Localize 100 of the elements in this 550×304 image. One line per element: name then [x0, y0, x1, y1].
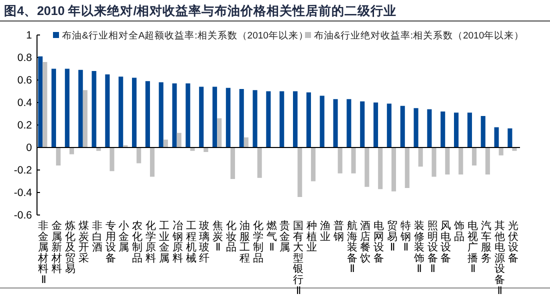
bar — [78, 70, 83, 148]
x-tick-label: 电视广播Ⅱ — [468, 219, 479, 276]
bar — [163, 140, 168, 148]
bar — [306, 92, 311, 148]
bar — [56, 148, 61, 166]
bar — [38, 56, 43, 148]
bar — [480, 116, 486, 148]
x-tick-label: 化学制品 — [252, 220, 264, 264]
bar — [404, 148, 410, 188]
x-tick-label: 航海装备Ⅱ — [346, 219, 358, 276]
x-tick-label: 非白酒 — [92, 219, 103, 254]
x-tick-label: 专用设备 — [105, 219, 116, 264]
x-tick-label: 装修装饰Ⅱ — [412, 219, 425, 276]
bar — [467, 112, 472, 148]
bar — [280, 91, 284, 148]
x-tick-label: 照明设备Ⅱ — [427, 220, 438, 276]
bar — [217, 118, 222, 148]
bar — [82, 90, 88, 148]
legend-label: 布油&行业绝对收益率:相关系数（2010年以来） — [314, 30, 524, 42]
x-tick-label: 煤炭开采 — [78, 220, 90, 264]
bar — [418, 148, 423, 167]
x-tick-label: 小金属 — [118, 219, 130, 254]
bar — [132, 78, 137, 148]
bar — [212, 86, 218, 148]
x-tick-label: 种植业 — [306, 219, 318, 254]
bar — [454, 112, 459, 148]
x-tick-label: 贵金属 — [280, 219, 291, 254]
bar — [92, 71, 96, 148]
y-tick-label: 0.6 — [17, 74, 32, 86]
y-tick-label: 0.8 — [17, 52, 32, 64]
bar — [485, 148, 490, 174]
bar — [472, 148, 477, 166]
y-tick-label: 1 — [26, 30, 32, 42]
bar — [351, 148, 356, 174]
chart-title: 图4、2010 年以来绝对/相对收益率与布油价格相关性居前的二级行业 — [4, 3, 397, 18]
x-tick-label: 酒店餐饮 — [359, 219, 372, 264]
bar — [136, 148, 142, 164]
x-tick-label: 农化制品 — [132, 220, 144, 264]
bar — [230, 148, 236, 179]
bar — [391, 148, 396, 192]
x-tick-label: 炼化及贸易 — [65, 220, 76, 276]
y-tick-label: 0 — [26, 142, 32, 154]
bar — [414, 108, 418, 148]
x-tick-label: 冶钢原料 — [171, 220, 184, 264]
bar — [346, 99, 352, 148]
bar — [226, 88, 230, 148]
bar — [386, 104, 392, 148]
y-tick-label: -0.2 — [14, 164, 32, 176]
bar — [292, 91, 298, 148]
bar — [373, 102, 378, 148]
x-tick-label: 电网设备 — [374, 219, 385, 264]
bar — [176, 132, 182, 148]
bar — [494, 127, 499, 148]
bar — [257, 148, 262, 178]
bar — [266, 91, 271, 148]
bar — [51, 68, 56, 148]
bar — [42, 62, 48, 148]
y-tick-label: 0.4 — [17, 97, 32, 109]
bar — [440, 112, 446, 148]
bar — [364, 148, 370, 187]
bar — [118, 76, 124, 148]
x-tick-label: 渔业 — [320, 220, 331, 243]
bar — [445, 148, 450, 174]
bar — [145, 81, 150, 148]
bar — [310, 148, 316, 182]
bar — [64, 68, 70, 148]
x-tick-label: 燃气Ⅱ — [266, 220, 278, 254]
x-tick-label: 工业金属 — [158, 220, 170, 264]
bar — [508, 128, 512, 148]
x-tick-label: 饰品 — [453, 220, 466, 243]
x-tick-label: 风电设备 — [440, 220, 452, 264]
y-tick-label: -0.4 — [14, 187, 32, 199]
x-tick-label: 焦炭Ⅱ — [212, 220, 224, 254]
x-tick-label: 油服工程 — [239, 219, 250, 264]
x-tick-label: 普钢 — [332, 219, 344, 243]
bar — [458, 148, 464, 174]
bar — [498, 148, 504, 156]
bar — [244, 137, 248, 148]
bar — [199, 86, 204, 148]
bar — [105, 74, 110, 148]
bar — [333, 99, 338, 148]
x-tick-label: 工程机械 — [186, 220, 197, 264]
x-tick-label: 玻璃玻纤 — [199, 219, 210, 264]
bar — [172, 83, 177, 148]
x-tick-label: 其他电源设备Ⅱ — [494, 219, 506, 297]
x-tick-label: 汽车服务 — [480, 220, 492, 264]
x-tick-label: 国有大型银行Ⅱ — [292, 220, 304, 297]
bar — [69, 148, 74, 154]
bar — [432, 148, 436, 177]
bar — [512, 148, 517, 151]
bar — [360, 101, 365, 148]
bar — [338, 148, 342, 174]
y-tick-label: 0.2 — [17, 120, 32, 132]
x-tick-label: 金属新材料 — [50, 220, 63, 276]
bar — [427, 109, 432, 148]
bar — [400, 106, 405, 148]
x-tick-label: 化学原料 — [146, 220, 157, 264]
bar — [110, 148, 114, 172]
x-tick-label: 贸易Ⅱ — [387, 219, 398, 254]
bar — [378, 148, 383, 190]
